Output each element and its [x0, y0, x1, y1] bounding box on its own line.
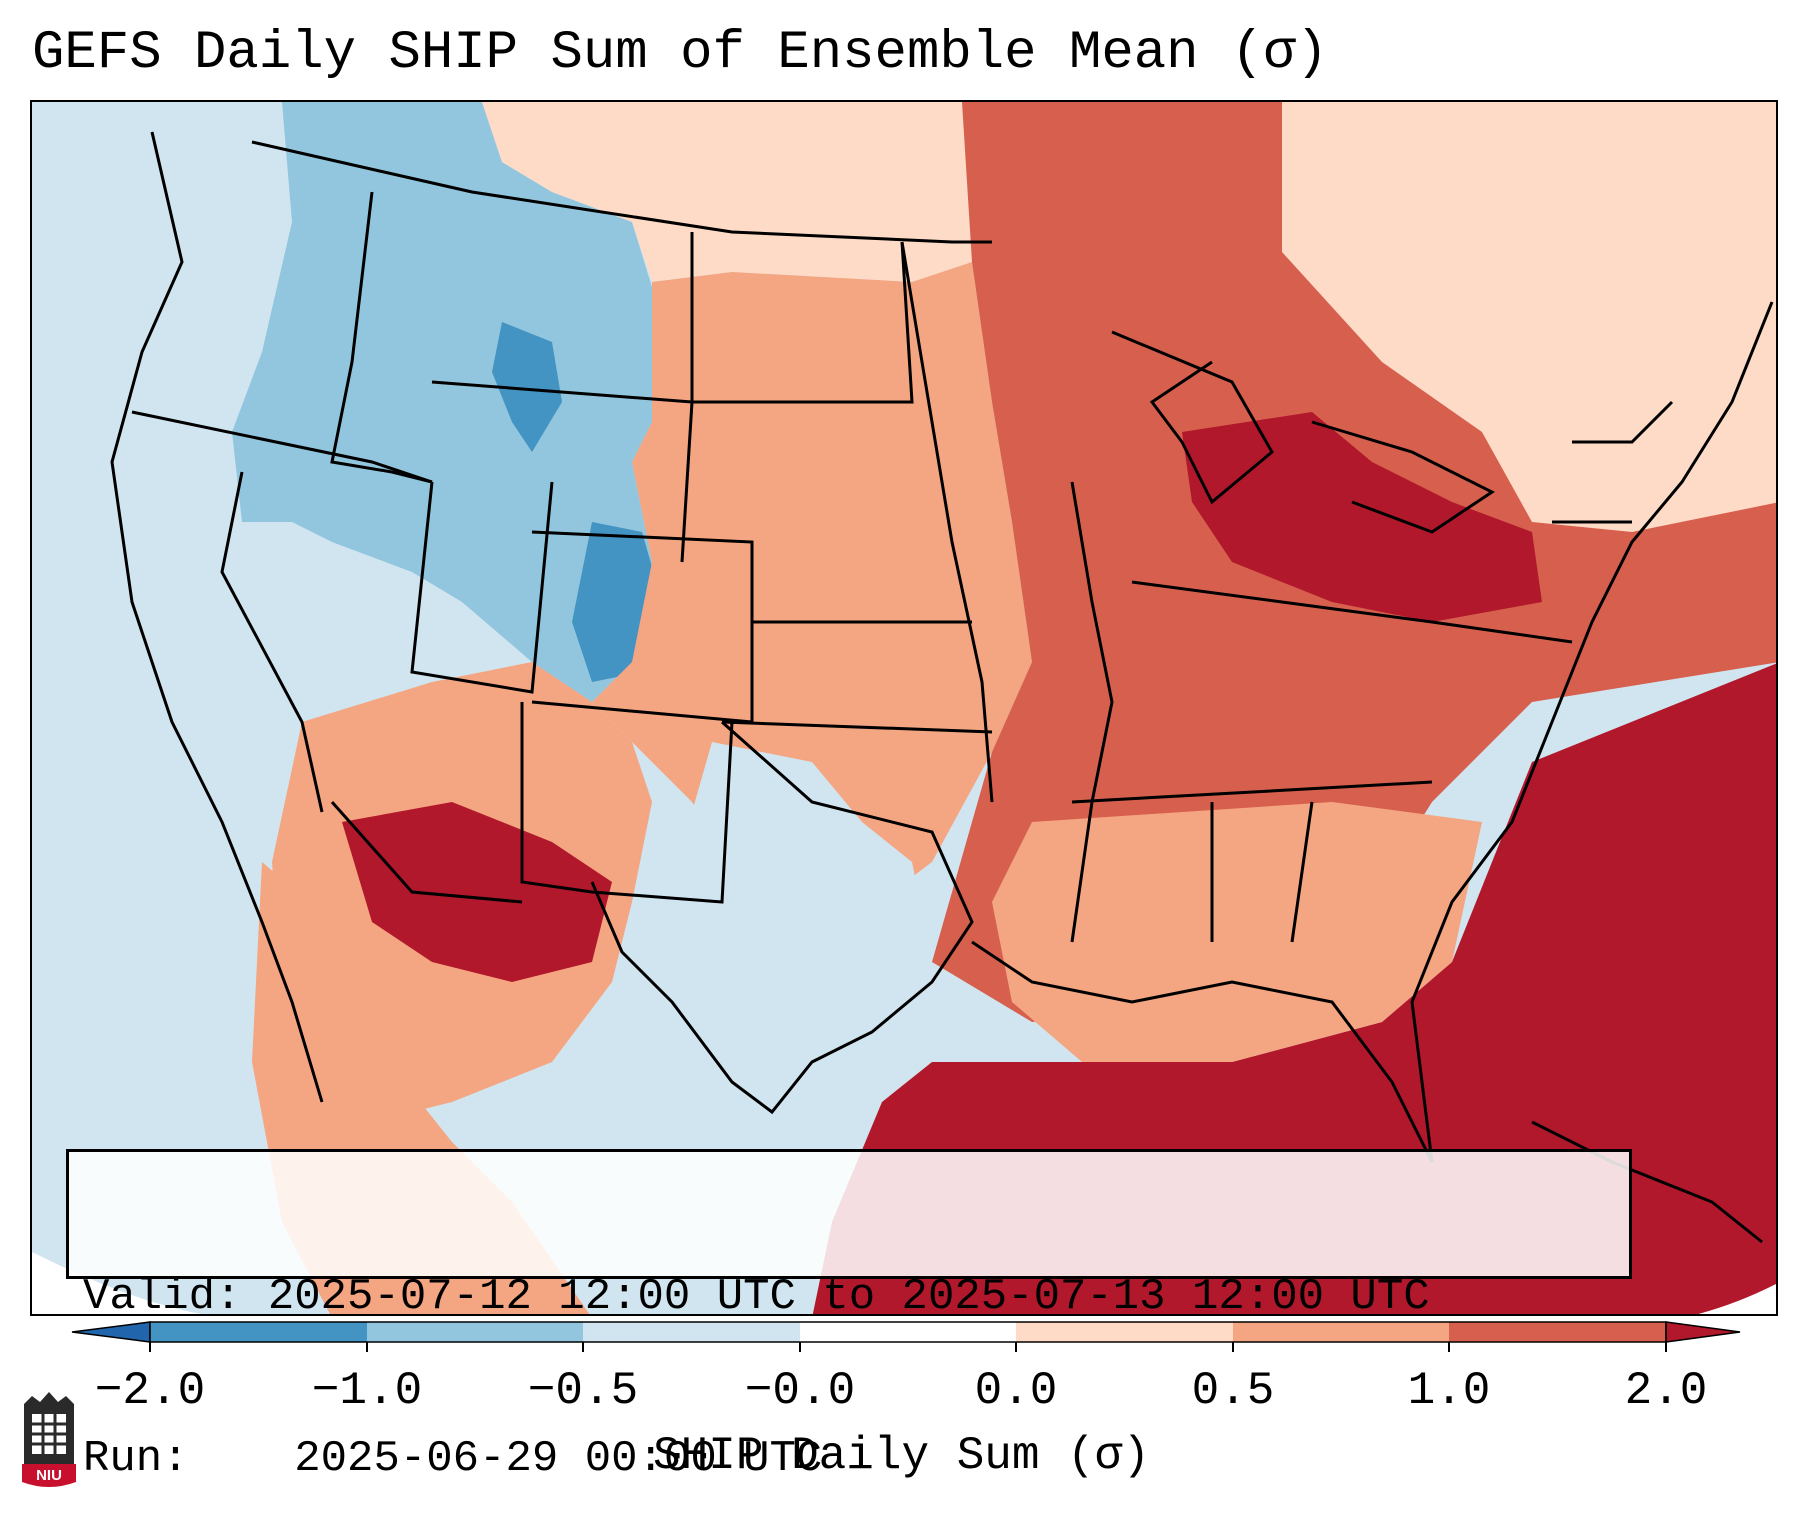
cuba-outline	[1531, 1120, 1763, 1244]
northeast-states	[1552, 400, 1674, 524]
field-region-great-lakes-red	[1182, 412, 1542, 622]
colorbar-bin-6	[1233, 1322, 1449, 1342]
arizona-border	[330, 801, 523, 904]
field-region-southwest-red	[342, 802, 612, 982]
valid-value: 2025-07-12 12:00 UTC to 2025-07-13 12:00…	[267, 1272, 1430, 1322]
west-coast	[110, 131, 324, 1103]
projection-edge-right	[1698, 1284, 1776, 1314]
colorbar-tick-label: 1.0	[1407, 1365, 1491, 1417]
boundary-lines	[110, 131, 1774, 1244]
field-region-west-blue	[232, 102, 672, 702]
ohio-valley	[1131, 580, 1573, 644]
colorbar-tick-label: −1.0	[311, 1365, 423, 1417]
run-line: Run: 2025-06-29 00:00 UTC	[83, 1432, 1615, 1486]
field-region-northeast-pale	[1282, 102, 1776, 532]
plains-east-border	[900, 241, 994, 803]
colorbar-extend-high	[1665, 1321, 1741, 1343]
ship-field-map	[32, 102, 1776, 1314]
run-value: 2025-06-29 00:00 UTC	[294, 1434, 823, 1484]
utah-border	[410, 481, 554, 694]
field-region-central-plains	[592, 262, 1032, 942]
colorbar-bin-4	[800, 1322, 1016, 1342]
great-lakes	[1111, 330, 1495, 534]
field-region-texas	[632, 742, 932, 1142]
southeast-states	[1071, 780, 1433, 943]
colorbar-tick-label: 0.5	[1191, 1365, 1275, 1417]
colorbar-tick-label: −2.0	[94, 1365, 206, 1417]
colorbar-outline	[149, 1321, 1667, 1343]
colorbar-bin-7	[1449, 1322, 1666, 1342]
idaho-montana-border	[330, 191, 433, 484]
colorbar-bin-1	[150, 1322, 367, 1342]
colorbar-tick-label: 2.0	[1624, 1365, 1708, 1417]
map-title: GEFS Daily SHIP Sum of Ensemble Mean (σ)	[32, 23, 1329, 84]
colorbar-extend-low	[71, 1321, 151, 1343]
colorbar-bin-3	[583, 1322, 800, 1342]
nevada-border	[220, 471, 324, 813]
valid-line: Valid: 2025-07-12 12:00 UTC to 2025-07-1…	[83, 1270, 1615, 1324]
pacific-northwest-states	[131, 410, 433, 484]
projection-edge-left	[32, 1252, 202, 1314]
colorbar-bin-2	[367, 1322, 583, 1342]
kansas-oklahoma	[721, 620, 993, 734]
colorbar	[71, 1321, 1741, 1352]
colorbar-tick-label: −0.5	[527, 1365, 639, 1417]
dakotas-border	[690, 232, 914, 404]
niu-logo-text: NIU	[36, 1467, 62, 1484]
map-panel	[30, 100, 1778, 1316]
mississippi-valley	[1070, 481, 1114, 943]
colorbar-bin-5	[1016, 1322, 1233, 1342]
colorado-border	[531, 530, 754, 724]
colorbar-tick-marks	[149, 1342, 1667, 1352]
colorbar-label: SHIP Daily Sum (σ)	[653, 1430, 1150, 1482]
gulf-coast	[971, 940, 1434, 1163]
colorbar-tick-label: −0.0	[744, 1365, 856, 1417]
run-label: Run:	[83, 1434, 189, 1484]
atlantic-coast	[1410, 301, 1774, 1163]
texas-outline	[590, 720, 974, 1115]
valid-run-info-box: Valid: 2025-07-12 12:00 UTC to 2025-07-1…	[66, 1149, 1632, 1484]
niu-logo: NIU	[22, 1392, 76, 1487]
valid-label: Valid:	[83, 1272, 242, 1322]
new-mexico-border	[520, 702, 734, 904]
field-region-west-darkblue-1	[492, 322, 562, 452]
canada-border	[251, 140, 992, 244]
colorbar-tick-label: 0.0	[974, 1365, 1058, 1417]
